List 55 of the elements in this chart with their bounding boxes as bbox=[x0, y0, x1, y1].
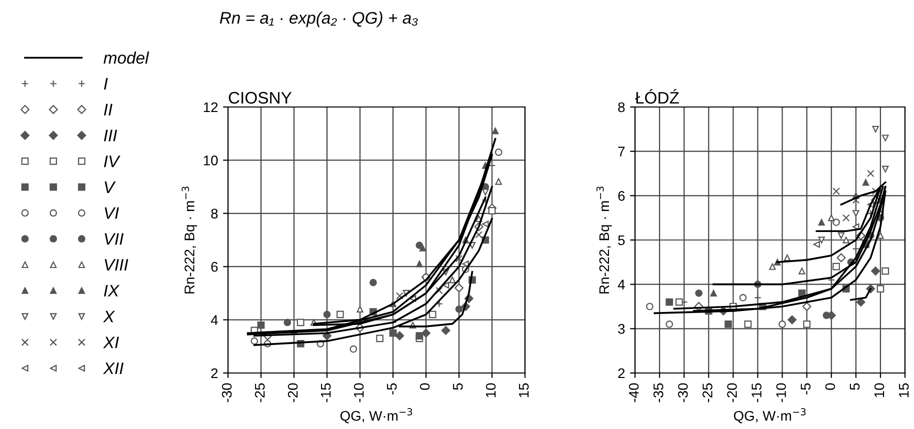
chart-title: ŁÓDŹ bbox=[635, 89, 679, 104]
x-tick-label: -40 bbox=[628, 383, 639, 402]
x-tick-label: -10 bbox=[354, 383, 364, 402]
y-tick-label: 6 bbox=[211, 262, 218, 272]
legend-label: IV bbox=[104, 156, 120, 168]
x-tick-label: -5 bbox=[387, 383, 397, 394]
x-tick-label: -30 bbox=[678, 383, 688, 402]
x-tick-label: -15 bbox=[321, 383, 331, 402]
y-tick-label: 12 bbox=[204, 102, 218, 112]
y-axis-title: Rn-222, Bq · m$^{−3}$ bbox=[182, 186, 198, 294]
legend-label: V bbox=[104, 181, 116, 193]
legend-label: I bbox=[104, 78, 108, 90]
y-tick-label: 6 bbox=[618, 191, 625, 201]
x-tick-label: -25 bbox=[702, 383, 712, 402]
legend-label: model bbox=[104, 52, 150, 64]
x-axis-title: QG, W·m$^{−3}$ bbox=[340, 408, 412, 424]
x-tick-label: -10 bbox=[776, 383, 786, 402]
x-tick-label: 10 bbox=[486, 383, 496, 398]
x-tick-label: -20 bbox=[288, 383, 298, 402]
y-tick-label: 2 bbox=[211, 368, 218, 378]
x-tick-label: 0 bbox=[825, 383, 836, 390]
legend-label: III bbox=[104, 130, 118, 142]
y-axis-title: Rn-222, Bq · m$^{−3}$ bbox=[596, 186, 612, 294]
x-tick-label: -15 bbox=[752, 383, 762, 402]
x-tick-label: 0 bbox=[420, 383, 430, 390]
y-tick-label: 8 bbox=[211, 208, 218, 219]
text: Rn = a₁ · exp(a₂ · QG) + a₃ bbox=[220, 12, 418, 28]
x-tick-label: 15 bbox=[519, 383, 529, 398]
x-tick-label: 5 bbox=[850, 383, 860, 390]
x-tick-label: 5 bbox=[453, 383, 463, 390]
legend-label: XI bbox=[103, 336, 119, 348]
x-tick-label: -5 bbox=[800, 383, 811, 394]
legend-label: XII bbox=[103, 362, 124, 374]
x-tick-label: 15 bbox=[899, 383, 909, 398]
legend-label: II bbox=[104, 104, 112, 116]
legend-label: X bbox=[103, 310, 115, 322]
x-tick-label: -35 bbox=[653, 383, 664, 402]
y-tick-label: 2 bbox=[618, 368, 625, 378]
chart-title: CIOSNY bbox=[228, 92, 292, 104]
x-tick-label: -25 bbox=[254, 383, 265, 402]
y-tick-label: 4 bbox=[210, 315, 218, 325]
x-axis-title: QG, W·m$^{−3}$ bbox=[734, 408, 806, 424]
y-tick-label: 7 bbox=[618, 146, 625, 156]
legend-label: IX bbox=[104, 284, 120, 296]
legend-label: VIII bbox=[104, 259, 128, 271]
x-tick-label: -30 bbox=[222, 383, 232, 402]
y-tick-label: 5 bbox=[618, 235, 625, 246]
x-tick-label: 10 bbox=[874, 383, 884, 398]
y-tick-label: 8 bbox=[618, 102, 625, 112]
y-tick-label: 3 bbox=[618, 324, 625, 334]
legend-label: VI bbox=[104, 207, 119, 219]
y-tick-label: 10 bbox=[204, 156, 218, 166]
legend-label: VII bbox=[104, 233, 124, 245]
x-tick-label: -20 bbox=[727, 383, 737, 402]
y-tick-label: 4 bbox=[618, 280, 625, 290]
